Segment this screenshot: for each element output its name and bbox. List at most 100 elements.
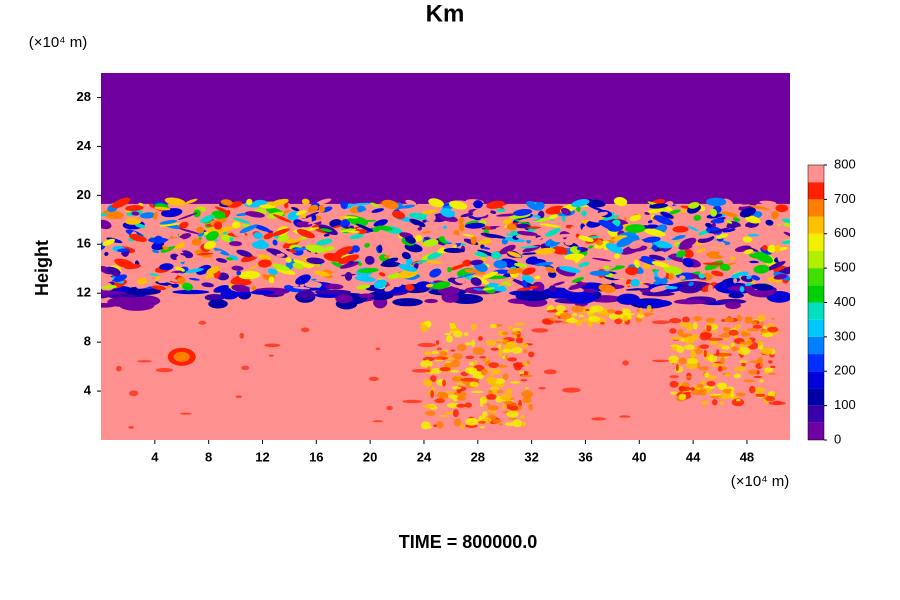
field-blob <box>101 274 113 283</box>
field-blob <box>570 226 577 233</box>
field-blob <box>423 239 439 247</box>
field-blob <box>200 214 215 223</box>
field-blob <box>444 234 465 244</box>
field-blob <box>669 318 682 324</box>
field-blob <box>768 372 777 375</box>
field-blob <box>473 287 484 291</box>
field-blob <box>296 228 315 239</box>
field-blob <box>693 214 702 221</box>
field-blob <box>215 258 228 263</box>
field-blob <box>448 322 456 326</box>
field-blob <box>634 299 673 308</box>
field-blob <box>748 385 756 394</box>
field-blob <box>440 393 449 400</box>
field-blob <box>398 264 418 272</box>
field-blob <box>430 390 434 399</box>
field-blob <box>420 360 433 368</box>
field-blob <box>505 355 509 360</box>
field-blob <box>647 220 653 224</box>
field-blob <box>478 336 483 341</box>
field-blob <box>588 245 594 249</box>
field-blob <box>711 330 718 334</box>
field-blob <box>732 217 740 222</box>
field-blob <box>494 378 506 384</box>
x-tick-label: 36 <box>578 449 592 464</box>
field-blob <box>287 231 300 240</box>
field-blob <box>304 281 322 288</box>
field-blob <box>492 419 502 424</box>
field-blob <box>208 299 228 309</box>
field-blob <box>629 214 641 222</box>
field-blob <box>185 268 204 274</box>
field-blob <box>104 251 109 256</box>
field-blob <box>761 347 773 355</box>
field-blob <box>731 271 749 279</box>
colorbar-tick-label: 300 <box>834 328 856 343</box>
field-blob <box>232 217 251 224</box>
field-blob <box>589 270 611 276</box>
colorbar-cell <box>808 199 824 217</box>
field-blob <box>722 388 733 394</box>
field-region <box>101 73 790 204</box>
field-blob <box>464 269 486 275</box>
field-blob <box>753 264 770 274</box>
field-blob <box>253 232 263 239</box>
colorbar-cell <box>808 250 824 269</box>
field-blob <box>718 250 739 258</box>
field-blob <box>367 291 394 300</box>
field-blob <box>613 253 621 259</box>
field-blob <box>669 375 679 379</box>
field-blob <box>701 400 708 406</box>
field-blob <box>450 349 456 352</box>
field-blob <box>742 236 753 243</box>
field-blob <box>548 213 558 220</box>
field-blob <box>610 236 616 240</box>
chart-title: Km <box>426 0 465 27</box>
colorbar-cell <box>808 268 824 286</box>
field-blob <box>246 207 255 213</box>
field-blob <box>441 379 447 387</box>
field-blob <box>331 261 344 268</box>
field-blob <box>598 219 619 231</box>
field-blob <box>339 261 360 269</box>
field-blob <box>163 237 184 247</box>
field-blob <box>555 305 566 312</box>
y-tick-label: 28 <box>77 89 91 104</box>
field-blob <box>293 259 312 269</box>
field-blob <box>306 257 325 265</box>
field-blob <box>176 277 186 285</box>
field-blob <box>493 260 508 269</box>
field-blob <box>534 275 541 280</box>
field-blob <box>436 420 444 429</box>
field-blob <box>657 269 667 279</box>
y-tick-label: 16 <box>77 236 91 251</box>
field-blob <box>651 320 671 325</box>
field-blob <box>578 235 594 243</box>
colorbar-tick-label: 700 <box>834 191 856 206</box>
field-blob <box>456 403 467 408</box>
field-blob <box>633 259 640 268</box>
field-blob <box>139 212 156 219</box>
field-blob <box>719 263 731 272</box>
field-blob <box>771 210 779 220</box>
field-blob <box>725 301 741 309</box>
colorbar-cell <box>808 336 824 355</box>
field-blob <box>229 237 234 242</box>
field-blob <box>335 294 353 304</box>
field-blob <box>239 332 245 339</box>
field-blob <box>387 277 402 288</box>
field-blob <box>172 289 210 295</box>
field-blob <box>405 284 415 291</box>
field-blob <box>572 312 578 317</box>
field-blob <box>520 343 529 348</box>
field-blob <box>338 254 360 265</box>
field-blob <box>667 255 685 263</box>
field-blob <box>683 249 694 259</box>
field-blob <box>630 278 640 287</box>
field-blob <box>428 198 444 208</box>
field-blob <box>507 417 517 420</box>
field-blob <box>551 235 564 243</box>
field-blob <box>358 293 375 299</box>
